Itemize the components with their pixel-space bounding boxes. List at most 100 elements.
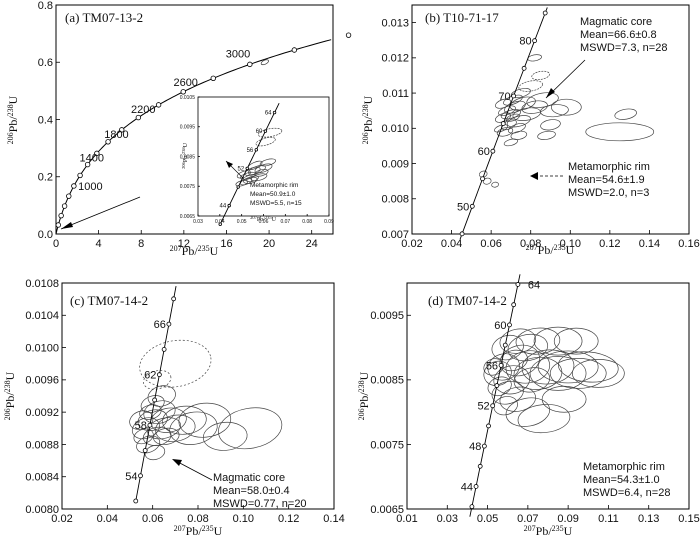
panel-a-ytick-label: 0.6 <box>38 57 53 69</box>
panel-d-concordia: 44 48 52 56 60 64 <box>461 274 540 517</box>
panel-b-core-line3: MSWD=7.3, n=28 <box>580 42 667 54</box>
panel-d-ellipse <box>553 327 599 355</box>
panel-b-ellipse <box>495 98 512 109</box>
panel-c-age-marker <box>152 397 158 403</box>
panel-c-age-marker <box>156 372 162 378</box>
panel-c-age-marker <box>171 296 177 302</box>
panel-d-ytick-label: 0.0075 <box>370 439 404 451</box>
panel-a-age-marker <box>58 212 64 219</box>
panel-d-ellipse <box>491 334 524 361</box>
panel-d-age-marker <box>469 504 475 510</box>
panel-c-age-label: 62 <box>144 370 156 382</box>
panel-d-ellipse <box>513 356 563 390</box>
panel-a-age-label: 3000 <box>226 48 250 60</box>
panel-a-ytick-label: 0.2 <box>38 172 53 184</box>
panel-d-age-label: 48 <box>469 441 481 453</box>
inset-ytick-label: 0.0065 <box>180 214 196 220</box>
panel-c-age-label: 66 <box>154 319 166 331</box>
panel-d-ellipse <box>558 351 619 383</box>
panel-b-ellipse <box>503 138 519 147</box>
panel-c-ellipses <box>129 339 283 461</box>
panel-c-xtick-label: 0.08 <box>187 513 208 525</box>
panel-a-xtick-label: 0 <box>53 238 59 250</box>
panel-a-ytick-label: 0.0 <box>38 229 53 241</box>
panel-d-ylabel: 206Pb/238U <box>357 371 371 420</box>
inset-age-marker <box>254 148 258 152</box>
panel-b-ellipse <box>540 104 569 118</box>
panel-d-xtick-label: 0.05 <box>477 513 498 525</box>
panel-b-ellipse <box>506 115 531 128</box>
panel-a-age-marker <box>210 75 216 81</box>
panel-a-xtick-label: 20 <box>263 238 275 250</box>
panel-b-ellipse <box>512 107 541 121</box>
panel-d-age-label: 56 <box>486 360 498 372</box>
panel-a-age-marker <box>119 127 125 133</box>
panel-b-ellipse <box>494 124 509 133</box>
panel-b-ytick-label: 0.008 <box>381 194 409 206</box>
inset-frame <box>197 96 330 217</box>
panel-b-xtick-label: 0.04 <box>441 238 462 250</box>
inset-age-label: 44 <box>220 204 227 210</box>
panel-c-xtick-label: 0.02 <box>51 513 72 525</box>
panel-c-ellipse <box>147 385 176 407</box>
panel-d-frame <box>406 282 690 510</box>
panel-b-ellipse <box>526 92 559 108</box>
inset-xtick-label: 0.08 <box>302 219 312 225</box>
panel-d-ellipse <box>507 333 549 362</box>
panel-b-xtick-label: 0.12 <box>599 238 620 250</box>
panel-c-ytick-label: 0.0092 <box>25 407 59 419</box>
panel-b-ellipse <box>537 130 556 140</box>
panel-d-title: (d) TM07-14-2 <box>428 293 507 308</box>
panel-c-ylabel: 206Pb/238U <box>3 371 17 420</box>
panel-d-age-marker <box>502 342 508 348</box>
panel-d-ellipse <box>572 359 625 388</box>
panel-c-ellipse <box>136 435 161 454</box>
panel-d: (d) TM07-14-2 0.01 0.03 0.05 0.07 0.09 0.11 0.… <box>357 274 700 538</box>
panel-c-ellipse <box>162 405 207 435</box>
panel-d-ellipse <box>533 326 583 356</box>
panel-b-age-marker <box>469 203 475 209</box>
panel-b-title: (b) T10-71-17 <box>425 10 499 25</box>
panel-a-age-marker <box>77 172 83 179</box>
inset-age-marker <box>245 166 249 171</box>
panel-b-ylabel: 206Pb/238U <box>361 95 375 144</box>
panel-a-age-marker <box>84 161 91 168</box>
panel-c-ytick-label: 0.0096 <box>25 375 59 387</box>
inset-ellipse <box>259 158 276 167</box>
panel-c-ytick-label: 0.0088 <box>25 439 59 451</box>
inset-xtick-label: 0.05 <box>237 219 247 225</box>
panel-b-ellipse <box>518 80 543 92</box>
panel-b-xtick-label: 0.02 <box>401 238 422 250</box>
panel-b-frame <box>411 4 690 235</box>
panel-c-age-label: 58 <box>135 420 147 432</box>
inset-ellipse <box>255 137 276 147</box>
panel-d-ellipse <box>483 358 504 376</box>
panel-a-age-marker <box>180 89 186 95</box>
panel-a-age-marker <box>61 203 68 209</box>
panel-b-age-label: 70 <box>498 91 510 103</box>
inset-age-label: 64 <box>265 111 272 117</box>
panel-b-ytick-label: 0.011 <box>382 88 409 100</box>
panel-c-xtick-label: 0.04 <box>97 513 118 525</box>
panel-d-xtick-label: 0.13 <box>638 513 659 525</box>
panel-b-ellipse <box>496 127 514 137</box>
panel-a-age-marker <box>155 102 162 108</box>
panel-d-ellipse <box>505 397 551 427</box>
panel-a-xtick-label: 12 <box>178 238 190 250</box>
panel-c-ellipse <box>218 407 283 450</box>
panel-c-ellipse <box>144 444 166 461</box>
panel-d-ellipse <box>529 356 587 391</box>
panel-a-ytick-label: 0.8 <box>38 0 53 12</box>
inset-annot-line3: MSWD=5.5, n=15 <box>250 200 302 207</box>
panel-c-ticks: 0.02 0.04 0.06 0.08 0.10 0.12 0.14 0.0080 0.0084… <box>25 278 344 525</box>
panel-c-title: (c) TM07-14-2 <box>70 293 148 308</box>
inset-ellipse <box>254 163 273 174</box>
inset-ellipses <box>235 127 283 187</box>
panel-a-xtick-label: 8 <box>138 238 144 250</box>
panel-c-xtick-label: 0.06 <box>142 513 163 525</box>
panel-b-ellipse <box>510 88 531 99</box>
panel-b-ellipse <box>482 177 492 185</box>
panel-b: (b) T10-71-17 0.02 0.04 0.06 0.08 0.10 0.12 0.… <box>361 4 700 257</box>
panel-c-xtick-label: 0.10 <box>233 513 254 525</box>
